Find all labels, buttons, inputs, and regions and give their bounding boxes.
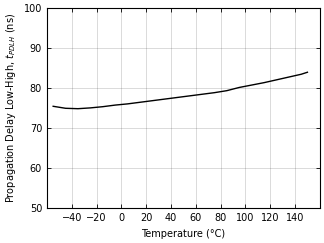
Y-axis label: Propagation Delay Low-High, $t_{PDLH}$ (ns): Propagation Delay Low-High, $t_{PDLH}$ (… [4, 13, 18, 203]
X-axis label: Temperature (°C): Temperature (°C) [141, 229, 226, 239]
